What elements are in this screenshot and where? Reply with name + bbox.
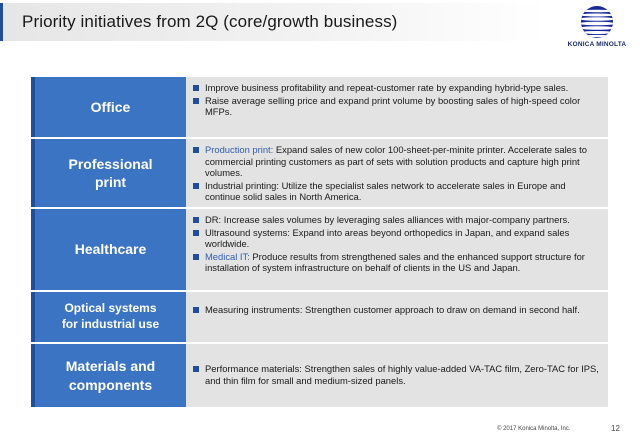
bullet-text: Performance materials: Strengthen sales … <box>205 363 599 386</box>
bullet-square-icon <box>193 366 199 372</box>
row-label-line: print <box>94 174 127 190</box>
row-office: Office Improve business profitability an… <box>31 77 608 137</box>
bullet-text: Expand sales of new color 100-sheet-per-… <box>205 144 587 179</box>
row-label-optical-systems: Optical systems for industrial use <box>35 292 186 342</box>
bullet-text: Raise average selling price and expand p… <box>205 94 581 118</box>
row-accent <box>31 209 35 290</box>
row-label-line: components <box>68 376 153 393</box>
bullet-text: Ultrasound systems: Expand into areas be… <box>205 226 570 250</box>
row-label-line: Materials and <box>65 358 156 375</box>
bullet-square-icon <box>193 182 199 189</box>
bullet-text: Produce results from strengthened sales … <box>205 250 585 274</box>
list-item: Industrial printing: Utilize the special… <box>193 180 602 203</box>
row-optical-systems: Optical systems for industrial use Measu… <box>31 292 608 342</box>
bullet-square-icon <box>193 253 199 260</box>
row-label-line: Optical systems <box>64 301 157 316</box>
row-label-materials-components: Materials and components <box>35 344 186 407</box>
row-label-office: Office <box>35 77 186 137</box>
bullet-square-icon <box>193 97 199 104</box>
bullet-square-icon <box>193 85 199 91</box>
bullet-square-icon <box>193 217 199 223</box>
logo-wordmark: KONICA MINOLTA <box>567 41 627 48</box>
bullet-lead: Medical IT: <box>205 250 253 262</box>
row-accent <box>31 292 35 342</box>
row-accent <box>31 77 35 137</box>
bullet-square-icon <box>193 307 199 313</box>
row-label-healthcare: Healthcare <box>35 209 186 290</box>
title-accent-bar <box>0 3 3 41</box>
list-item: Production print: Expand sales of new co… <box>193 144 602 179</box>
globe-logo-icon <box>581 6 613 38</box>
list-item: Performance materials: Strengthen sales … <box>193 363 602 386</box>
row-body-office: Improve business profitability and repea… <box>193 82 602 118</box>
list-item: Measuring instruments: Strengthen custom… <box>193 304 602 316</box>
bullet-text: Industrial printing: Utilize the special… <box>205 179 566 203</box>
bullet-text: Measuring instruments: Strengthen custom… <box>205 304 580 315</box>
row-materials-components: Materials and components Performance mat… <box>31 344 608 407</box>
list-item: Medical IT: Produce results from strengt… <box>193 251 602 274</box>
list-item: Raise average selling price and expand p… <box>193 95 602 118</box>
row-label-professional-print: Professional print <box>35 139 186 207</box>
bullet-text: Improve business profitability and repea… <box>205 82 569 93</box>
row-body-optical-systems: Measuring instruments: Strengthen custom… <box>193 304 602 316</box>
row-body-professional-print: Production print: Expand sales of new co… <box>193 144 602 203</box>
copyright-notice: © 2017 Konica Minolta, Inc. <box>497 426 571 432</box>
row-body-materials-components: Performance materials: Strengthen sales … <box>193 363 602 386</box>
list-item: Improve business profitability and repea… <box>193 82 602 94</box>
row-body-healthcare: DR: Increase sales volumes by leveraging… <box>193 214 602 274</box>
row-professional-print: Professional print Production print: Exp… <box>31 139 608 207</box>
row-label-line: Healthcare <box>74 241 147 258</box>
bullet-square-icon <box>193 147 199 153</box>
bullet-square-icon <box>193 229 199 236</box>
row-accent <box>31 139 35 207</box>
row-label-line: Professional <box>68 155 153 172</box>
page-number: 12 <box>611 424 620 433</box>
row-healthcare: Healthcare DR: Increase sales volumes by… <box>31 209 608 290</box>
bullet-text: DR: Increase sales volumes by leveraging… <box>205 214 570 225</box>
list-item: Ultrasound systems: Expand into areas be… <box>193 227 602 250</box>
row-accent <box>31 344 35 407</box>
konica-minolta-logo: KONICA MINOLTA <box>560 4 634 52</box>
list-item: DR: Increase sales volumes by leveraging… <box>193 214 602 226</box>
title-bar: Priority initiatives from 2Q (core/growt… <box>0 3 545 41</box>
page-title: Priority initiatives from 2Q (core/growt… <box>22 12 398 31</box>
row-label-line: for industrial use <box>61 317 160 331</box>
row-label-line: Office <box>90 98 131 115</box>
bullet-lead: Production print: <box>205 144 276 155</box>
slide-header: Priority initiatives from 2Q (core/growt… <box>0 0 640 60</box>
